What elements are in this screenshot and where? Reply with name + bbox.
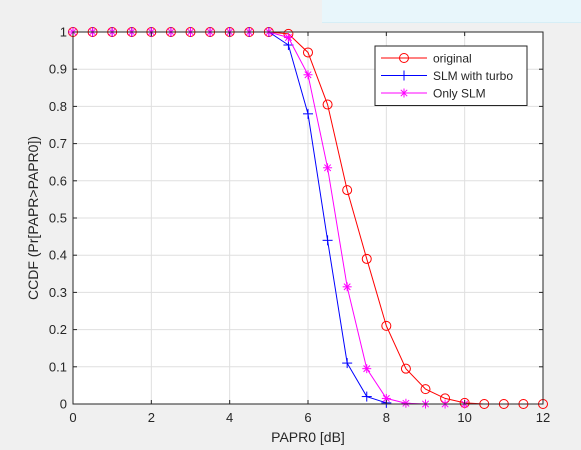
marker-ast-d2 bbox=[400, 89, 408, 97]
legend[interactable]: original SLM with turbo Only SLM bbox=[374, 45, 528, 106]
y-tick-label: 0.8 bbox=[49, 99, 67, 114]
data-point bbox=[420, 384, 431, 395]
data-point bbox=[362, 364, 372, 374]
legend-item: Only SLM bbox=[381, 87, 486, 101]
y-axis-label: CCDF (Pr[PAPR>PAPR0]) bbox=[25, 136, 41, 300]
y-tick-label: 0.6 bbox=[49, 173, 67, 188]
marker-circle bbox=[399, 53, 409, 63]
marker-ast-d2 bbox=[382, 394, 390, 402]
legend-swatch-marker bbox=[399, 88, 409, 98]
x-tick-label: 8 bbox=[383, 410, 390, 425]
marker-circle bbox=[381, 320, 392, 331]
marker-circle bbox=[303, 47, 313, 58]
y-tick-label: 1 bbox=[60, 25, 67, 40]
y-tick-label: 0.9 bbox=[49, 62, 67, 77]
marker-circle bbox=[342, 185, 353, 196]
x-tick-label: 0 bbox=[69, 410, 76, 425]
window-top-highlight bbox=[322, 0, 581, 23]
legend-label: SLM with turbo bbox=[433, 69, 513, 83]
y-tick-label: 0.5 bbox=[49, 211, 67, 226]
data-point bbox=[303, 108, 313, 119]
marker-ast-d2 bbox=[284, 34, 292, 42]
legend-swatch-marker bbox=[399, 53, 409, 63]
x-tick-label: 6 bbox=[304, 410, 311, 425]
y-tick-label: 0.4 bbox=[49, 248, 67, 263]
legend-item: SLM with turbo bbox=[381, 69, 513, 83]
data-point bbox=[400, 363, 411, 374]
axis-ticks: 0 2 4 6 8 10 12 0 0.1 0.2 0.3 0.4 0.5 0.6 0.7 0.8 0.9 1 bbox=[49, 25, 550, 426]
data-point bbox=[303, 47, 313, 58]
data-point bbox=[342, 358, 353, 369]
marker-ast-d2 bbox=[363, 365, 371, 373]
y-tick-label: 0.7 bbox=[49, 136, 67, 151]
y-tick-label: 0 bbox=[60, 397, 67, 412]
x-tick-label: 12 bbox=[536, 410, 550, 425]
legend-item: original bbox=[381, 52, 472, 66]
marker-circle bbox=[322, 99, 333, 110]
legend-swatch-marker bbox=[399, 70, 409, 81]
data-point bbox=[323, 163, 333, 173]
y-tick-label: 0.2 bbox=[49, 322, 67, 337]
x-tick-label: 2 bbox=[148, 410, 155, 425]
legend-label: original bbox=[433, 52, 472, 66]
x-tick-label: 4 bbox=[226, 410, 233, 425]
marker-circle bbox=[400, 363, 411, 374]
x-tick-label: 10 bbox=[457, 410, 471, 425]
data-point bbox=[381, 320, 392, 331]
data-point bbox=[342, 282, 352, 292]
legend-label: Only SLM bbox=[433, 87, 486, 101]
marker-ast-d2 bbox=[324, 164, 332, 172]
data-point bbox=[322, 99, 333, 110]
grid-lines bbox=[73, 32, 543, 404]
y-tick-label: 0.1 bbox=[49, 359, 67, 374]
data-point bbox=[303, 70, 313, 80]
data-point bbox=[361, 391, 372, 402]
marker-circle bbox=[420, 384, 431, 395]
data-point bbox=[322, 235, 333, 246]
marker-ast-d2 bbox=[304, 71, 312, 79]
data-point bbox=[361, 253, 372, 264]
data-point bbox=[342, 185, 353, 196]
marker-ast-d2 bbox=[402, 399, 410, 407]
marker-circle bbox=[361, 253, 372, 264]
data-point bbox=[401, 398, 411, 408]
data-point bbox=[283, 33, 293, 43]
x-axis-label: PAPR0 [dB] bbox=[271, 429, 345, 445]
marker-ast-d2 bbox=[343, 283, 351, 291]
y-tick-label: 0.3 bbox=[49, 285, 67, 300]
